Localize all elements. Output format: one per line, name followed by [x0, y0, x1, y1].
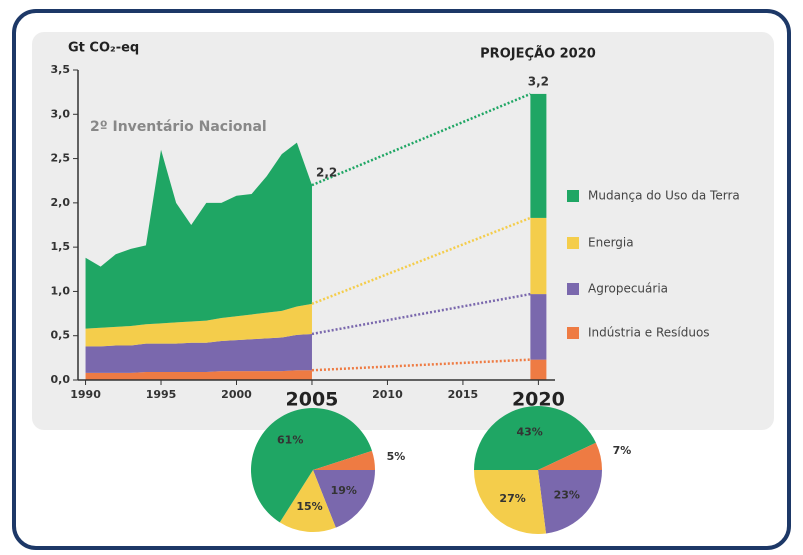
pie-label: 19%: [331, 484, 357, 497]
legend-swatch: [567, 237, 579, 249]
y-tick-label: 3,0: [51, 107, 71, 120]
projection-bar: [530, 93, 547, 218]
legend-label: Energia: [588, 236, 634, 250]
legend-label: Indústria e Resíduos: [588, 326, 710, 340]
title: PROJEÇÃO 2020: [480, 46, 596, 62]
projection-bar: [530, 217, 547, 295]
legend-label: Agropecuária: [588, 282, 668, 296]
projection-line: [311, 216, 531, 305]
pie-slice: [313, 470, 375, 528]
pie-label: 15%: [296, 500, 322, 513]
annotation: 3,2: [528, 74, 549, 88]
legend-swatch: [567, 190, 579, 202]
x-tick-label: 2010: [372, 388, 403, 401]
projection-bar: [530, 359, 547, 380]
pie-slice: [538, 442, 602, 470]
area: [85, 370, 312, 380]
x-tick-label: 1995: [146, 388, 177, 401]
projection-bar: [530, 294, 547, 360]
pie-slice: [538, 470, 602, 534]
x-tick-label: 2000: [221, 388, 252, 401]
pie-label: 23%: [554, 488, 580, 501]
y-tick-label: 2,0: [51, 196, 71, 209]
pie-slice: [250, 407, 372, 523]
pie-label: 61%: [277, 434, 303, 447]
pie-label: 27%: [499, 492, 525, 505]
pie-slice: [474, 470, 547, 534]
projection-line: [311, 92, 531, 187]
y-tick-label: 3,5: [51, 63, 71, 76]
y-axis-label: Gt CO₂-eq: [68, 41, 139, 56]
annotation: 2,2: [316, 166, 337, 180]
x-tick-label: 2005: [286, 389, 339, 411]
projection-line: [311, 292, 531, 336]
pie-label: 5%: [387, 450, 406, 463]
pie-slice: [313, 450, 375, 470]
y-tick-label: 2,5: [51, 152, 71, 165]
legend-label: Mudança do Uso da Terra: [588, 189, 740, 203]
pie-slice: [474, 405, 596, 470]
area: [85, 142, 312, 329]
x-tick-label: 2015: [448, 388, 479, 401]
area: [85, 303, 312, 347]
x-tick-label: 1990: [70, 388, 101, 401]
legend-swatch: [567, 283, 579, 295]
y-tick-label: 0,5: [51, 329, 71, 342]
y-tick-label: 0,0: [51, 373, 71, 386]
pie-slice: [279, 470, 336, 532]
area: [85, 333, 312, 373]
x-tick-label: 2020: [512, 389, 565, 411]
pie-label: 7%: [613, 444, 632, 457]
legend-swatch: [567, 327, 579, 339]
y-tick-label: 1,5: [51, 240, 71, 253]
pie-label: 43%: [516, 426, 542, 439]
projection-line: [311, 358, 531, 372]
subtitle: 2º Inventário Nacional: [90, 119, 267, 135]
y-tick-label: 1,0: [51, 284, 71, 297]
